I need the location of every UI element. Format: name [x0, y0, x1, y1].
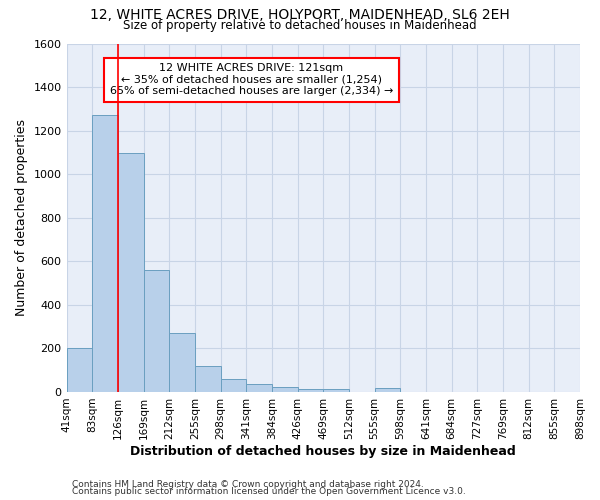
Bar — [169, 333, 195, 392]
Bar — [92, 114, 118, 392]
Text: Contains HM Land Registry data © Crown copyright and database right 2024.: Contains HM Land Registry data © Crown c… — [72, 480, 424, 489]
Bar — [221, 379, 246, 392]
Text: Contains public sector information licensed under the Open Government Licence v3: Contains public sector information licen… — [72, 488, 466, 496]
X-axis label: Distribution of detached houses by size in Maidenhead: Distribution of detached houses by size … — [130, 444, 516, 458]
Bar — [143, 270, 169, 392]
Bar — [298, 388, 323, 392]
Bar — [195, 366, 221, 392]
Bar — [118, 152, 143, 392]
Text: 12, WHITE ACRES DRIVE, HOLYPORT, MAIDENHEAD, SL6 2EH: 12, WHITE ACRES DRIVE, HOLYPORT, MAIDENH… — [90, 8, 510, 22]
Text: 12 WHITE ACRES DRIVE: 121sqm
← 35% of detached houses are smaller (1,254)
65% of: 12 WHITE ACRES DRIVE: 121sqm ← 35% of de… — [110, 63, 393, 96]
Bar — [246, 384, 272, 392]
Bar — [67, 348, 92, 392]
Bar — [272, 386, 298, 392]
Text: Size of property relative to detached houses in Maidenhead: Size of property relative to detached ho… — [123, 18, 477, 32]
Y-axis label: Number of detached properties: Number of detached properties — [15, 120, 28, 316]
Bar — [374, 388, 400, 392]
Bar — [323, 388, 349, 392]
